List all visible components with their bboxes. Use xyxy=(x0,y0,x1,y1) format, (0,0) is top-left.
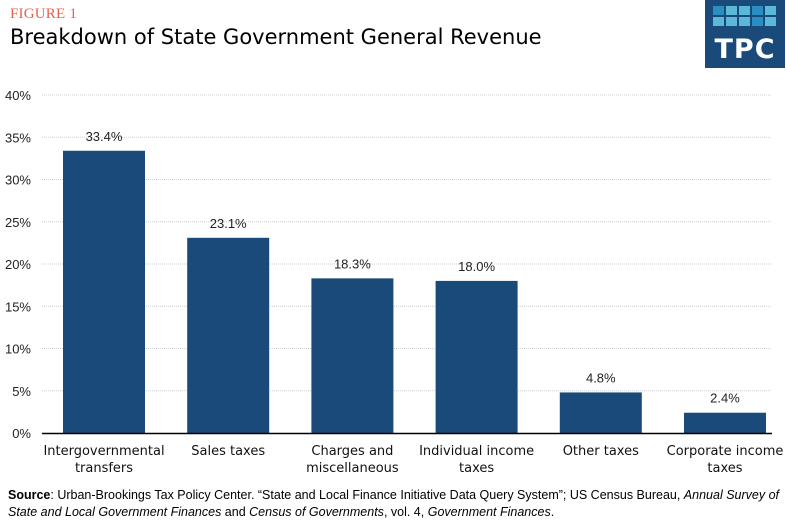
x-axis-ticks: Intergovernmental transfers Sales taxes Cha… xyxy=(43,444,783,476)
source-italic-3: Government Finances xyxy=(427,505,551,519)
x-tick-label-line: Individual income xyxy=(419,444,534,459)
y-tick-label: 25% xyxy=(5,215,31,230)
logo-tile xyxy=(726,6,737,15)
source-text-4: . xyxy=(550,505,555,519)
bar xyxy=(311,278,394,433)
x-tick-label-line: Sales taxes xyxy=(191,444,265,459)
bar xyxy=(559,392,642,433)
bars xyxy=(63,150,766,433)
x-tick-label: Charges and miscellaneous xyxy=(306,444,399,476)
bar xyxy=(187,237,270,433)
x-tick-label-line: Corporate income xyxy=(667,444,784,459)
logo-tile xyxy=(739,17,750,26)
data-label: 2.4% xyxy=(710,391,740,406)
y-tick-label: 35% xyxy=(5,130,31,145)
source-text-1: : Urban-Brookings Tax Policy Center. “St… xyxy=(50,488,684,502)
gridlines xyxy=(42,94,772,392)
bar-chart: 0% 5% 10% 15% 20% 25% 30% 35% 40% 33.4% 23.1% 18.3… xyxy=(5,88,783,476)
x-tick-label: Intergovernmental transfers xyxy=(43,444,164,476)
logo-tile xyxy=(765,6,776,15)
data-label: 18.3% xyxy=(334,256,371,271)
source-text-3: , vol. 4, xyxy=(383,505,428,519)
x-tick-label-line: taxes xyxy=(459,461,494,476)
chart-title: Breakdown of State Government General Re… xyxy=(10,25,542,49)
figure-label: FIGURE 1 xyxy=(10,6,78,22)
data-labels: 33.4% 23.1% 18.3% 18.0% 4.8% 2.4% xyxy=(86,129,741,406)
x-tick-label-line: Charges and xyxy=(311,444,393,459)
data-label: 23.1% xyxy=(210,216,247,231)
y-tick-label: 40% xyxy=(5,88,31,103)
y-tick-label: 10% xyxy=(5,342,31,357)
y-axis-ticks: 0% 5% 10% 15% 20% 25% 30% 35% 40% xyxy=(5,88,31,441)
x-tick-label-line: taxes xyxy=(707,461,742,476)
logo-tile xyxy=(713,6,724,15)
y-tick-label: 20% xyxy=(5,257,31,272)
logo-tile xyxy=(765,17,776,26)
data-label: 18.0% xyxy=(458,259,495,274)
x-tick-label: Corporate income taxes xyxy=(667,444,784,476)
source-text-2: and xyxy=(221,505,250,519)
bar xyxy=(435,280,518,433)
x-tick-label: Sales taxes xyxy=(191,444,265,459)
x-tick-label-line: Other taxes xyxy=(563,444,639,459)
logo-tile xyxy=(739,6,750,15)
source-label: Source xyxy=(8,488,51,502)
source-note: Source: Urban-Brookings Tax Policy Cente… xyxy=(8,487,783,521)
y-tick-label: 0% xyxy=(12,426,31,441)
y-tick-label: 30% xyxy=(5,173,31,188)
source-italic-1: Annual Survey of State and Local Governm… xyxy=(8,488,779,519)
logo-tile xyxy=(752,17,763,26)
tpc-logo: TPC xyxy=(705,0,785,68)
bar xyxy=(684,412,766,433)
x-tick-label: Individual income taxes xyxy=(419,444,534,476)
logo-tile xyxy=(713,17,724,26)
data-label: 4.8% xyxy=(586,370,616,385)
y-tick-label: 15% xyxy=(5,299,31,314)
x-tick-label-line: transfers xyxy=(75,461,133,476)
y-tick-label: 5% xyxy=(12,384,31,399)
x-tick-label-line: miscellaneous xyxy=(306,461,399,476)
logo-tile-grid xyxy=(713,6,776,26)
x-tick-label: Other taxes xyxy=(563,444,639,459)
logo-tile xyxy=(726,17,737,26)
logo-tile xyxy=(752,6,763,15)
bar xyxy=(63,150,145,433)
x-tick-label-line: Intergovernmental xyxy=(43,444,164,459)
logo-text: TPC xyxy=(714,34,776,65)
data-label: 33.4% xyxy=(86,129,123,144)
source-italic-2: Census of Governments xyxy=(249,505,384,519)
